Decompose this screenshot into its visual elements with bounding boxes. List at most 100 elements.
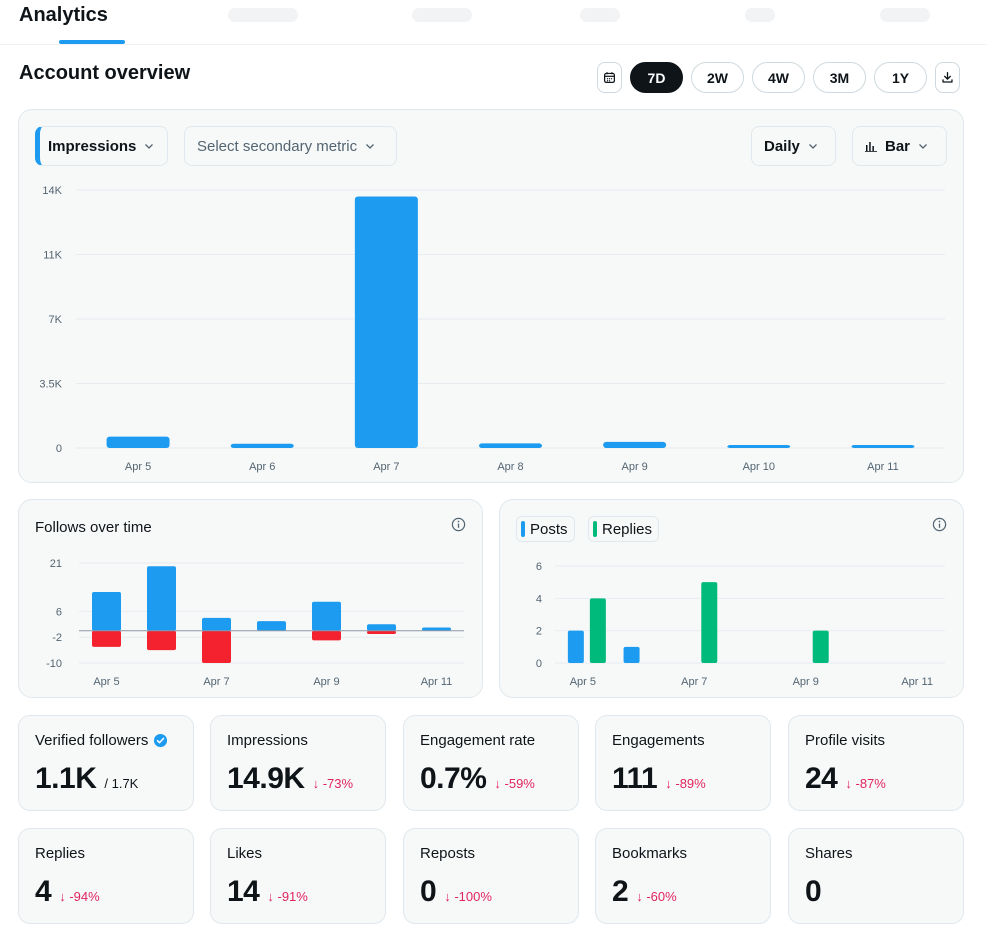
stat-delta: ↓ -87%: [845, 776, 886, 791]
stat-value-row: 14.9K ↓ -73%: [227, 762, 353, 796]
stat-label: Profile visits: [805, 732, 886, 749]
legend-replies[interactable]: Replies: [588, 516, 660, 542]
range-4w-button[interactable]: 4W: [752, 62, 805, 93]
x-tick-label: Apr 11: [421, 676, 453, 688]
stat-label: Engagement rate: [420, 732, 536, 749]
stat-shares[interactable]: Shares 0: [788, 828, 964, 924]
blurred-tab[interactable]: [580, 8, 620, 22]
stat-value-row: 4 ↓ -94%: [35, 875, 100, 909]
active-tab-indicator: [59, 40, 125, 44]
y-tick-label: 7K: [49, 314, 63, 326]
arrow-down-icon: ↓: [59, 889, 66, 904]
tab-analytics[interactable]: Analytics: [19, 4, 108, 26]
bar: [479, 443, 542, 448]
x-tick-label: Apr 11: [867, 461, 899, 473]
x-tick-label: Apr 7: [681, 676, 707, 688]
bar: [603, 441, 667, 448]
stat-label: Impressions: [227, 732, 308, 749]
stat-delta: ↓ -100%: [444, 889, 492, 904]
stat-likes[interactable]: Likes 14 ↓ -91%: [210, 828, 386, 924]
x-tick-label: Apr 9: [621, 461, 647, 473]
range-1y-button[interactable]: 1Y: [874, 62, 927, 93]
range-7d-button[interactable]: 7D: [630, 62, 683, 93]
x-tick-label: Apr 5: [125, 461, 151, 473]
stat-delta: ↓ -73%: [312, 776, 354, 791]
blurred-tab[interactable]: [228, 8, 298, 22]
blurred-tab[interactable]: [880, 8, 930, 22]
bar: [727, 445, 791, 448]
stat-delta: ↓ -59%: [494, 776, 535, 791]
bar: [354, 196, 418, 448]
verified-badge-icon: [154, 733, 168, 748]
bar-positive: [147, 566, 176, 631]
x-tick-label: Apr 7: [203, 676, 229, 688]
stat-engagement-rate[interactable]: Engagement rate 0.7% ↓ -59%: [403, 715, 579, 811]
bar-positive: [312, 601, 341, 631]
y-tick-label: 6: [56, 606, 62, 618]
calendar-button[interactable]: [597, 62, 622, 93]
bar-negative: [202, 630, 231, 663]
posts-replies-card: Posts Replies 6 4 2 0 Apr 5 Apr 7 Apr 9 Apr 11: [499, 499, 964, 698]
chart-type-dropdown[interactable]: Bar: [852, 126, 947, 166]
bar-replies: [701, 582, 718, 663]
stat-label: Bookmarks: [612, 845, 688, 862]
stat-value-row: 0 ↓ -100%: [420, 875, 492, 909]
stat-profile-visits[interactable]: Profile visits 24 ↓ -87%: [788, 715, 964, 811]
bar: [851, 445, 915, 448]
chevron-down-icon: [145, 144, 154, 149]
arrow-down-icon: ↓: [444, 889, 451, 904]
stat-delta: ↓ -94%: [59, 889, 100, 904]
primary-metric-dropdown[interactable]: Impressions: [35, 126, 168, 166]
calendar-icon: [604, 72, 615, 83]
bar-positive: [257, 621, 286, 631]
y-tick-label: 2: [536, 626, 542, 638]
stat-value-row: 111 ↓ -89%: [612, 762, 706, 796]
blurred-tab[interactable]: [412, 8, 472, 22]
info-icon[interactable]: [451, 517, 466, 532]
period-dropdown[interactable]: Daily: [751, 126, 836, 166]
download-button[interactable]: [935, 62, 960, 93]
stat-reposts[interactable]: Reposts 0 ↓ -100%: [403, 828, 579, 924]
bar: [106, 436, 170, 448]
x-tick-label: Apr 9: [313, 676, 339, 688]
stat-value: 24: [805, 762, 838, 795]
secondary-metric-label: Select secondary metric: [197, 137, 358, 155]
stat-label: Verified followers: [35, 732, 149, 749]
y-tick-label: 21: [50, 558, 62, 570]
legend-posts[interactable]: Posts: [516, 516, 575, 542]
y-tick-label: 4: [536, 593, 542, 605]
arrow-down-icon: ↓: [312, 776, 320, 791]
stat-value-row: 1.1K / 1.7K: [35, 762, 138, 796]
info-icon[interactable]: [932, 517, 947, 532]
stat-label: Engagements: [612, 732, 705, 749]
follows-card-title: Follows over time: [35, 519, 152, 536]
stat-impressions[interactable]: Impressions 14.9K ↓ -73%: [210, 715, 386, 811]
stat-label: Replies: [35, 845, 86, 862]
bar-posts: [623, 646, 640, 663]
range-3m-button[interactable]: 3M: [813, 62, 866, 93]
legend-swatch: [521, 521, 525, 537]
stat-value: 1.1K: [35, 762, 97, 795]
stat-replies[interactable]: Replies 4 ↓ -94%: [18, 828, 194, 924]
stat-value-row: 14 ↓ -91%: [227, 875, 308, 909]
bar-negative: [367, 630, 396, 634]
y-tick-label: 3.5K: [39, 379, 62, 391]
stat-bookmarks[interactable]: Bookmarks 2 ↓ -60%: [595, 828, 771, 924]
follows-bar-chart: 21 6 -2 -10 Apr 5 Apr 7 Apr 9 Apr 11: [46, 558, 464, 688]
posts-replies-bar-chart: 6 4 2 0 Apr 5 Apr 7 Apr 9 Apr 11: [536, 561, 945, 688]
stat-delta: ↓ -60%: [636, 889, 677, 904]
range-2w-button[interactable]: 2W: [691, 62, 744, 93]
blurred-tab[interactable]: [745, 8, 775, 22]
stat-label: Likes: [227, 845, 263, 862]
stat-verified-followers[interactable]: Verified followers 1.1K / 1.7K: [18, 715, 194, 811]
bar-negative: [147, 630, 176, 651]
chart-type-label: Bar: [885, 137, 911, 155]
stat-engagements[interactable]: Engagements 111 ↓ -89%: [595, 715, 771, 811]
x-tick-label: Apr 5: [570, 676, 596, 688]
stat-delta: ↓ -91%: [267, 889, 308, 904]
x-tick-label: Apr 9: [793, 676, 819, 688]
secondary-metric-dropdown[interactable]: Select secondary metric: [184, 126, 397, 166]
x-tick-label: Apr 10: [743, 461, 775, 473]
arrow-down-icon: ↓: [636, 889, 643, 904]
stat-value-row: 0.7% ↓ -59%: [420, 762, 535, 796]
